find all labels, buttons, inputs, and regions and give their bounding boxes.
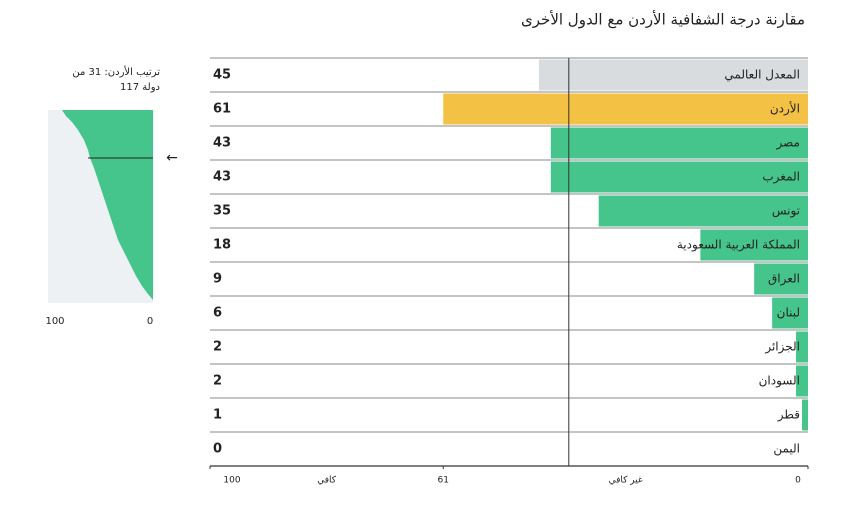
x-tick-label: 61 xyxy=(437,476,448,486)
category-label: قطر xyxy=(777,408,800,423)
bar xyxy=(772,297,808,329)
x-tick-label: 0 xyxy=(795,476,801,486)
value-label: 18 xyxy=(213,238,231,253)
x-tick-label: 100 xyxy=(223,476,240,486)
value-label: 9 xyxy=(213,272,222,287)
zone-label: غير كافي xyxy=(609,476,643,486)
value-label: 2 xyxy=(213,340,222,355)
value-label: 6 xyxy=(213,306,222,321)
category-label: المغرب xyxy=(762,170,800,185)
inset-label: 117 دولة xyxy=(120,82,160,93)
inset: ← xyxy=(48,110,178,303)
value-label: 43 xyxy=(213,170,231,185)
category-label: السودان xyxy=(759,374,800,389)
bar xyxy=(796,365,808,397)
category-label: اليمن xyxy=(773,442,800,457)
inset-tick-label: 0 xyxy=(147,316,153,327)
value-label: 35 xyxy=(213,204,231,219)
bar xyxy=(550,161,808,193)
category-label: المملكة العربية السعودية xyxy=(677,238,800,253)
category-label: مصر xyxy=(776,136,800,151)
category-label: المعدل العالمي xyxy=(724,68,800,82)
bar xyxy=(538,59,808,91)
value-label: 61 xyxy=(213,102,231,117)
value-label: 0 xyxy=(213,442,222,457)
category-label: الجزائر xyxy=(764,340,800,355)
bar xyxy=(598,195,808,227)
category-label: لبنان xyxy=(777,306,800,320)
arrow: ← xyxy=(166,150,178,166)
value-label: 1 xyxy=(213,408,222,423)
category-label: العراق xyxy=(768,272,800,287)
value-label: 43 xyxy=(213,136,231,151)
bar xyxy=(802,399,808,431)
category-label: تونس xyxy=(772,204,800,219)
bar xyxy=(443,93,808,125)
chart-title: مقارنة درجة الشفافية الأردن مع الدول الأ… xyxy=(521,10,805,29)
category-label: الأردن xyxy=(770,101,800,117)
value-label: 45 xyxy=(213,68,231,83)
value-label: 2 xyxy=(213,374,222,389)
zone-label: كافي xyxy=(317,476,337,486)
bar xyxy=(796,331,808,363)
bar xyxy=(550,127,808,159)
inset-label: ترتيب الأردن: 31 من xyxy=(72,65,160,78)
inset-tick-label: 100 xyxy=(45,316,64,327)
bar xyxy=(754,263,808,295)
bar xyxy=(700,229,808,261)
